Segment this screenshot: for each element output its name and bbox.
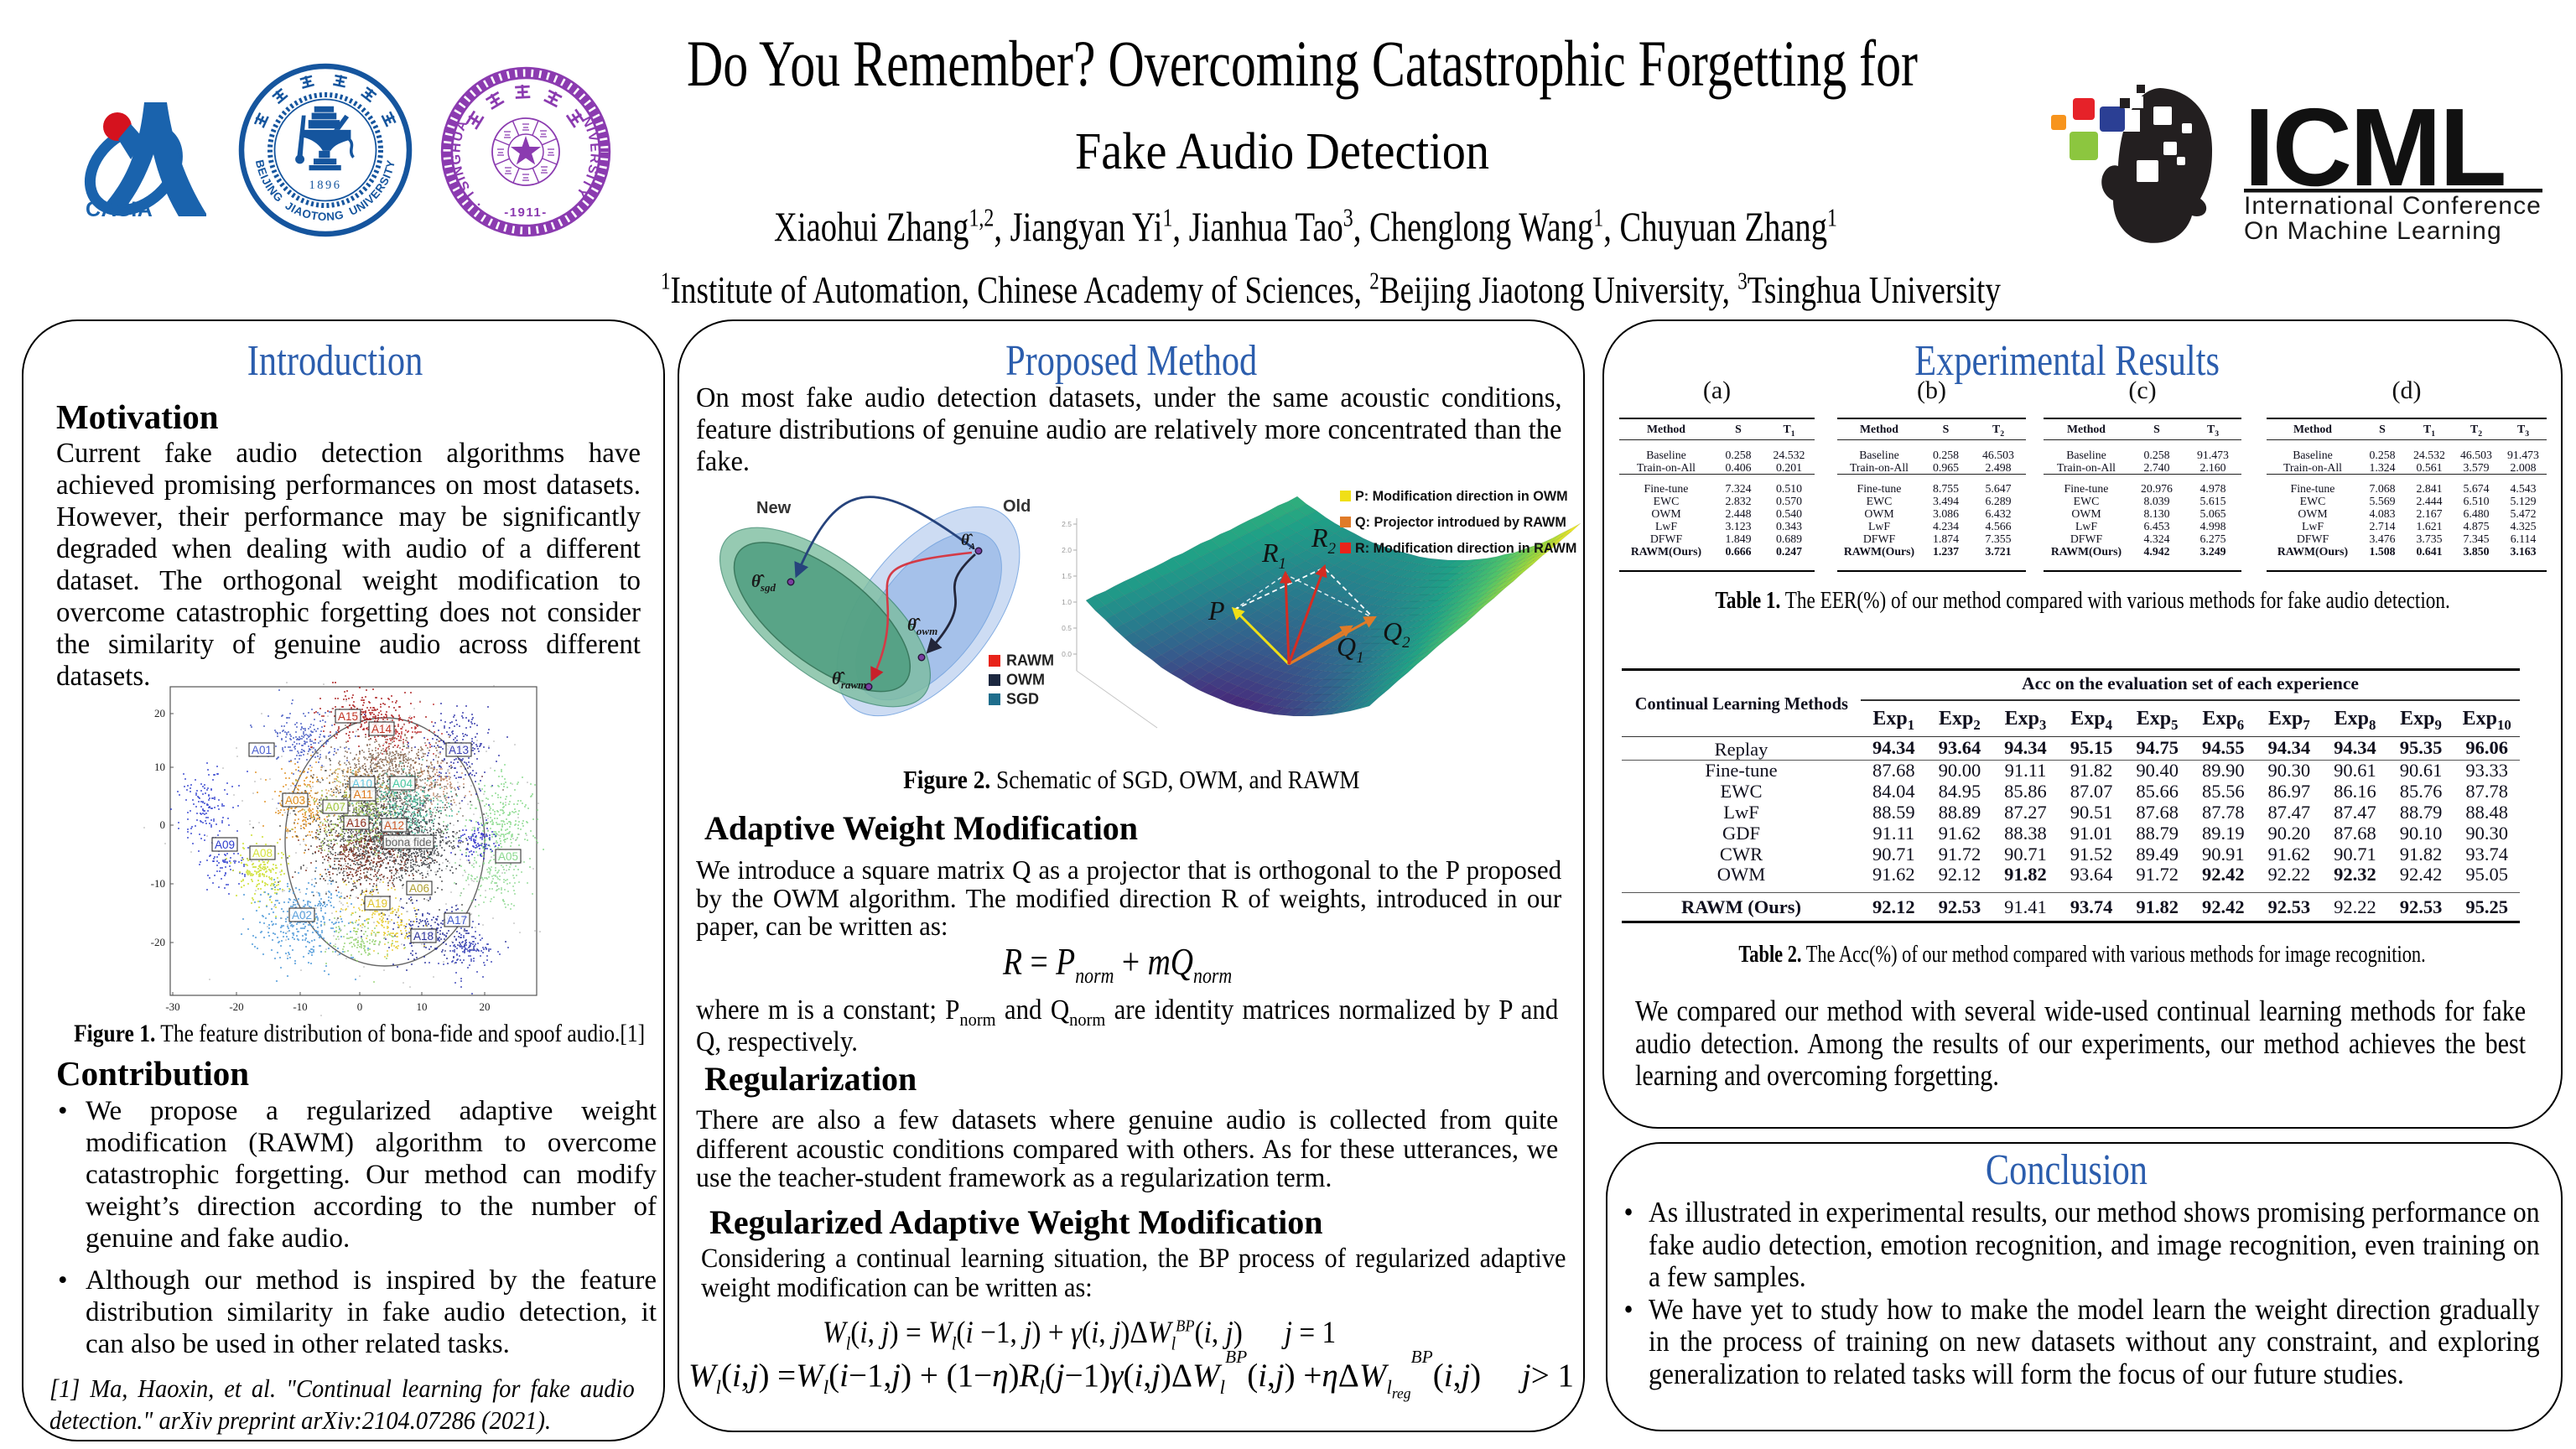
svg-text:Q2: Q2: [1383, 616, 1410, 652]
svg-text:A07: A07: [325, 801, 345, 813]
svg-text:1.5: 1.5: [1062, 572, 1072, 580]
svg-text:-20: -20: [229, 1000, 243, 1013]
svg-text:A10: A10: [352, 777, 372, 790]
svg-text:0: 0: [357, 1000, 363, 1013]
svg-text:-20: -20: [151, 936, 165, 948]
svg-text:R: Modification direction in R: R: Modification direction in RAWM: [1355, 541, 1576, 556]
svg-text:1.0: 1.0: [1062, 598, 1072, 606]
svg-text:P: P: [1208, 595, 1225, 626]
svg-text:New: New: [756, 499, 792, 517]
svg-text:A03: A03: [285, 794, 305, 807]
svg-text:2.0: 2.0: [1062, 546, 1072, 554]
svg-text:-30: -30: [165, 1000, 179, 1013]
svg-text:RAWM: RAWM: [1006, 652, 1054, 669]
svg-text:SGD: SGD: [1006, 691, 1039, 708]
svg-text:A19: A19: [367, 897, 387, 910]
svg-text:P: Modification direction in O: P: Modification direction in OWM: [1355, 489, 1568, 504]
svg-text:A14: A14: [371, 723, 392, 735]
svg-text:0: 0: [160, 818, 166, 831]
svg-text:20: 20: [154, 707, 165, 719]
svg-text:20: 20: [480, 1000, 491, 1013]
svg-text:θ̂rawm: θ̂rawm: [832, 668, 866, 691]
svg-text:On Machine Learning: On Machine Learning: [2244, 217, 2502, 245]
svg-text:A11: A11: [353, 788, 372, 801]
svg-text:-10: -10: [151, 877, 165, 890]
svg-text:0.5: 0.5: [1062, 624, 1072, 632]
svg-text:A17: A17: [447, 914, 467, 927]
svg-text:CASIA: CASIA: [86, 198, 153, 221]
svg-text:A09: A09: [215, 839, 235, 851]
svg-text:bona fide: bona fide: [385, 836, 432, 849]
svg-text:1896: 1896: [309, 179, 342, 192]
svg-text:A13: A13: [449, 744, 469, 756]
svg-text:2.5: 2.5: [1062, 520, 1072, 528]
svg-text:-10: -10: [293, 1000, 307, 1013]
svg-text:A18: A18: [413, 930, 434, 943]
svg-text:OWM: OWM: [1006, 672, 1045, 688]
svg-text:0.0: 0.0: [1062, 650, 1072, 658]
svg-text:10: 10: [417, 1000, 428, 1013]
svg-text:-1911-: -1911-: [504, 205, 548, 220]
svg-text:A01: A01: [252, 744, 272, 756]
svg-text:A05: A05: [498, 850, 518, 863]
svg-text:10: 10: [154, 761, 165, 773]
svg-text:A15: A15: [338, 710, 358, 723]
svg-text:Q: Projector introdued by RAWM: Q: Projector introdued by RAWM: [1355, 515, 1566, 530]
svg-text:R1: R1: [1261, 538, 1286, 573]
svg-text:A04: A04: [392, 777, 413, 790]
svg-text:ICML: ICML: [2244, 86, 2505, 209]
svg-text:A02: A02: [292, 909, 312, 922]
svg-text:International Conference: International Conference: [2244, 192, 2542, 220]
svg-text:A16: A16: [346, 817, 366, 829]
svg-text:Old: Old: [1003, 497, 1031, 516]
svg-text:A12: A12: [384, 819, 404, 832]
svg-text:A06: A06: [409, 882, 429, 895]
svg-text:A08: A08: [252, 847, 273, 860]
